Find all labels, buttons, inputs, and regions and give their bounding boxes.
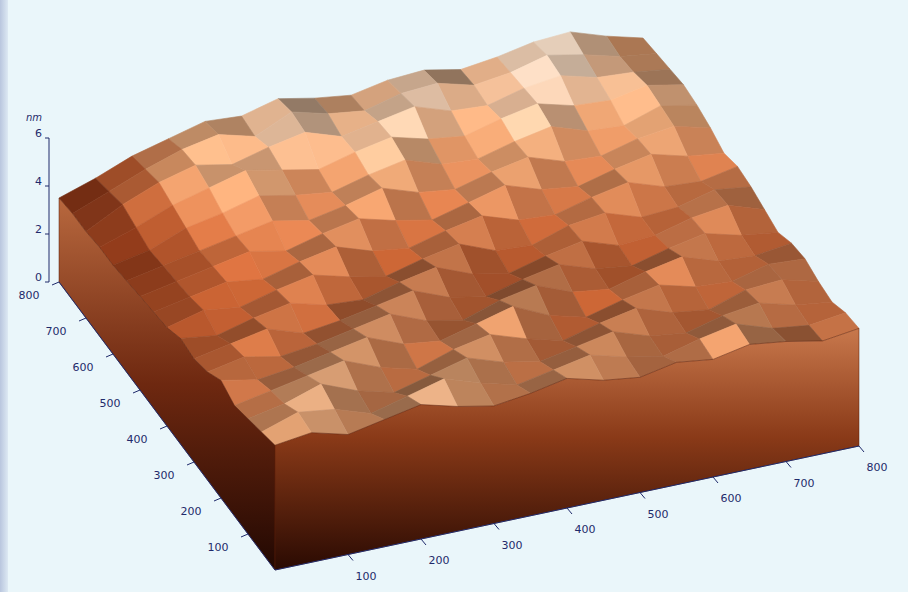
svg-text:500: 500 xyxy=(100,397,121,410)
svg-text:0: 0 xyxy=(35,271,42,284)
svg-text:700: 700 xyxy=(794,477,815,490)
svg-text:100: 100 xyxy=(356,570,377,583)
svg-text:100: 100 xyxy=(208,541,229,554)
svg-text:nm: nm xyxy=(26,112,42,123)
svg-text:400: 400 xyxy=(575,523,596,536)
svg-text:200: 200 xyxy=(429,554,450,567)
svg-text:2: 2 xyxy=(35,223,42,236)
svg-text:400: 400 xyxy=(127,433,148,446)
svg-text:700: 700 xyxy=(46,325,67,338)
svg-text:300: 300 xyxy=(154,469,175,482)
svg-text:200: 200 xyxy=(181,505,202,518)
svg-text:6: 6 xyxy=(35,127,42,140)
svg-text:600: 600 xyxy=(721,492,742,505)
svg-text:500: 500 xyxy=(648,508,669,521)
svg-text:4: 4 xyxy=(35,175,42,188)
svg-text:600: 600 xyxy=(73,361,94,374)
svg-text:300: 300 xyxy=(502,539,523,552)
svg-text:800: 800 xyxy=(867,461,888,474)
svg-text:800: 800 xyxy=(19,289,40,302)
